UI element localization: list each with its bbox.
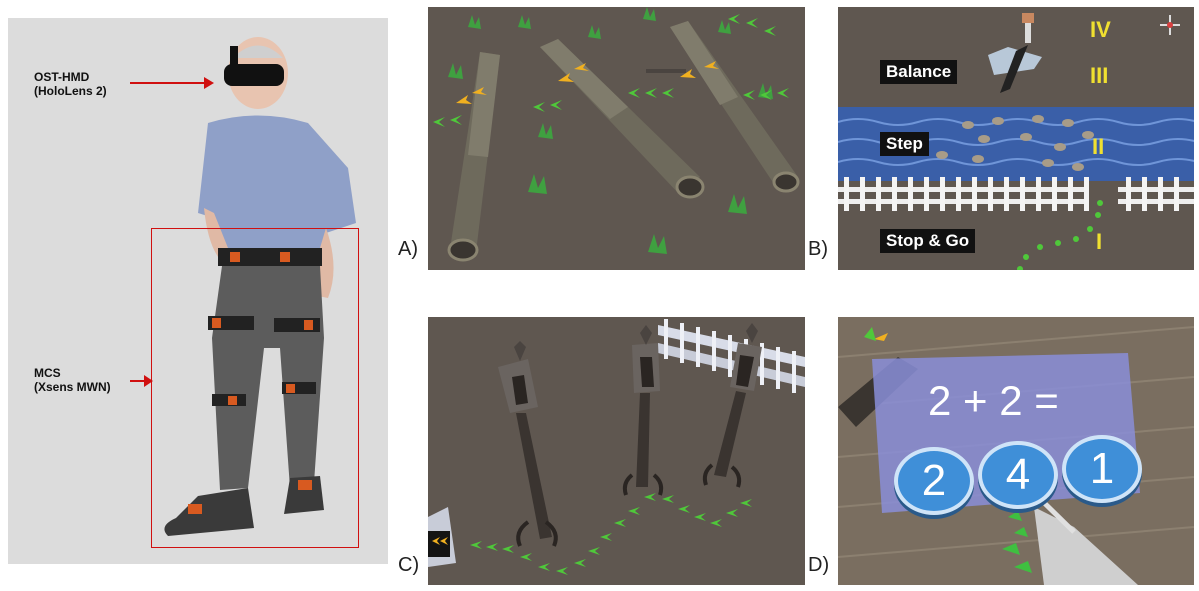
hand-silhouette xyxy=(1034,507,1138,585)
mcs-arrow-head-icon xyxy=(144,375,153,387)
green-path xyxy=(1017,200,1103,270)
mcs-annotation: MCS (Xsens MWN) xyxy=(34,366,111,394)
hmd-annotation: OST-HMD (HoloLens 2) xyxy=(34,70,107,98)
hmd-arrow xyxy=(130,82,208,84)
panel-a-label: A) xyxy=(398,238,418,260)
panel-c-label: C) xyxy=(398,554,420,576)
green-arrow-zigzag xyxy=(470,493,752,575)
panel-b-course-scene: Balance Step Stop & Go IV III II I xyxy=(838,7,1194,270)
lamp-post-2 xyxy=(622,325,664,496)
log-end xyxy=(428,507,456,567)
hololens-headset xyxy=(224,64,284,86)
log-1 xyxy=(447,52,500,262)
yellow-arrows xyxy=(456,61,719,104)
station-ii-label: II xyxy=(1092,134,1105,159)
panel-b-label: B) xyxy=(808,238,828,260)
participant-figure xyxy=(164,37,356,536)
lamps-scene xyxy=(428,319,805,575)
equation-text: 2 + 2 = xyxy=(928,377,1059,424)
panel-d-label: D) xyxy=(808,554,830,576)
mcs-annotation-line1: MCS xyxy=(34,366,61,380)
logs-scene xyxy=(433,7,800,262)
lamp-post-3 xyxy=(702,323,762,488)
hmd-arrow-head-icon xyxy=(204,77,214,89)
white-fence xyxy=(838,187,1194,204)
mcs-arrow xyxy=(130,380,146,382)
green-arrow-path xyxy=(433,14,789,127)
station-iii-label: III xyxy=(1090,63,1109,88)
panel-a-logs-scene xyxy=(428,7,805,270)
mcs-highlight-box xyxy=(151,228,359,548)
station-i-label: I xyxy=(1096,229,1103,254)
course-scene xyxy=(838,13,1194,270)
hmd-annotation-line2: (HoloLens 2) xyxy=(34,84,107,98)
stop-go-tag: Stop & Go xyxy=(880,229,976,253)
grass-tufts xyxy=(448,7,773,254)
log-2 xyxy=(540,39,705,199)
balance-tag: Balance xyxy=(880,60,958,84)
mcs-annotation-line2: (Xsens MWN) xyxy=(34,380,111,394)
panel-c-lamps-scene xyxy=(428,317,805,585)
stepping-stones xyxy=(936,115,1094,171)
station-iv-label: IV xyxy=(1090,17,1111,42)
log-3 xyxy=(670,21,800,193)
hmd-annotation-line1: OST-HMD xyxy=(34,70,90,84)
answer-button-3[interactable]: 1 xyxy=(1062,435,1142,503)
answer-button-2[interactable]: 4 xyxy=(978,441,1058,509)
panel-d-quiz-scene: 2 + 2 = 2 4 1 xyxy=(838,317,1194,585)
step-tag: Step xyxy=(880,132,929,156)
lamp-post-1 xyxy=(498,341,558,547)
participant-photo-panel: OST-HMD (HoloLens 2) MCS (Xsens MWN) xyxy=(8,18,388,564)
answer-button-1[interactable]: 2 xyxy=(894,447,974,515)
